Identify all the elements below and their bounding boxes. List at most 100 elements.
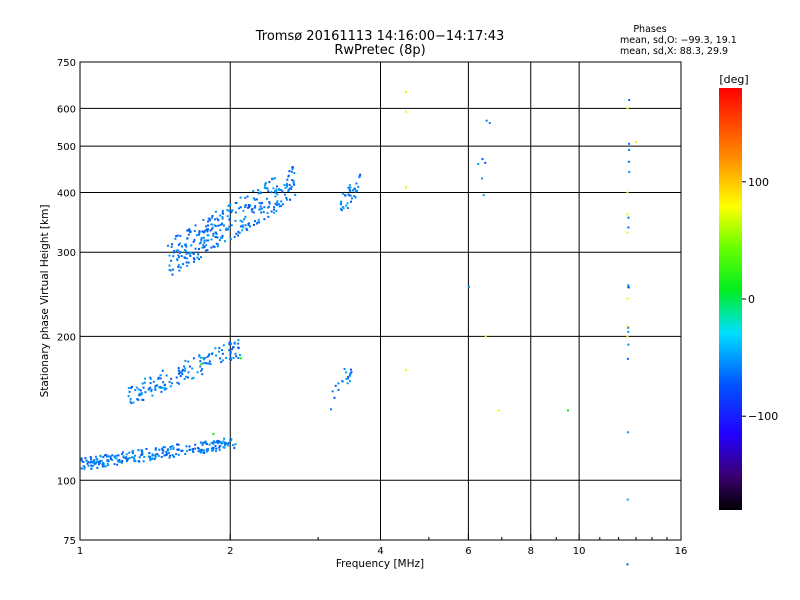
data-point: [340, 201, 343, 204]
data-point: [200, 369, 203, 372]
data-point: [185, 445, 188, 448]
data-point: [252, 211, 255, 214]
data-point: [331, 390, 334, 393]
data-point: [181, 449, 184, 452]
data-point: [147, 455, 150, 458]
data-point: [237, 234, 240, 237]
data-point: [347, 375, 350, 378]
data-point: [286, 178, 289, 181]
data-point: [228, 343, 231, 346]
data-point: [179, 250, 182, 253]
data-point: [215, 232, 218, 235]
data-point: [276, 201, 279, 204]
data-point: [187, 360, 190, 363]
data-point: [204, 229, 207, 232]
data-point: [154, 449, 157, 452]
data-point: [183, 377, 186, 380]
data-point: [184, 367, 187, 370]
data-point: [345, 204, 348, 207]
data-point: [177, 265, 180, 268]
data-point: [177, 264, 180, 267]
data-point: [147, 387, 150, 390]
data-point: [176, 381, 179, 384]
data-point: [158, 386, 161, 389]
data-point: [628, 99, 631, 102]
data-point: [205, 239, 208, 242]
data-point: [185, 252, 188, 255]
data-point: [115, 454, 118, 457]
data-point: [212, 232, 215, 235]
data-point: [161, 448, 164, 451]
data-point: [149, 457, 152, 460]
stats-x-line: mean, sd,X: 88.3, 29.9: [620, 46, 728, 57]
data-point: [129, 400, 132, 403]
data-point: [210, 238, 213, 241]
data-point: [355, 182, 358, 185]
data-point: [274, 202, 277, 205]
data-point: [171, 273, 174, 276]
data-point: [217, 439, 220, 442]
data-point: [91, 461, 94, 464]
data-point: [179, 251, 182, 254]
data-point: [247, 205, 250, 208]
data-point: [349, 372, 352, 375]
data-point: [213, 224, 216, 227]
data-point: [245, 228, 248, 231]
data-point: [125, 453, 128, 456]
data-point: [192, 253, 195, 256]
colorbar: [719, 88, 742, 510]
data-point: [90, 467, 93, 470]
data-point: [194, 443, 197, 446]
data-point: [226, 208, 229, 211]
data-point: [209, 219, 212, 222]
data-point: [201, 443, 204, 446]
data-point: [344, 194, 347, 197]
data-point: [152, 380, 155, 383]
data-point: [207, 234, 210, 237]
data-point: [291, 179, 294, 182]
data-point: [83, 466, 86, 469]
data-point: [171, 445, 174, 448]
data-point: [484, 161, 487, 164]
data-point: [142, 386, 145, 389]
data-point: [284, 186, 287, 189]
data-point: [141, 398, 144, 401]
data-point: [186, 229, 189, 232]
data-point: [154, 385, 157, 388]
data-point: [180, 245, 183, 248]
data-point: [163, 383, 166, 386]
data-point: [227, 228, 230, 231]
data-point: [202, 451, 205, 454]
data-point: [405, 186, 408, 189]
data-point: [628, 148, 631, 151]
data-point: [80, 467, 83, 470]
data-point: [349, 186, 352, 189]
data-point: [239, 357, 242, 360]
x-tick-label: 4: [377, 546, 383, 557]
data-point: [140, 392, 143, 395]
data-point: [106, 463, 109, 466]
data-point: [291, 167, 294, 170]
data-point: [133, 458, 136, 461]
data-point: [257, 192, 260, 195]
data-point: [212, 234, 215, 237]
stats-o-line: mean, sd,O: −99.3, 19.1: [620, 35, 737, 46]
data-point: [215, 354, 218, 357]
data-point: [258, 201, 261, 204]
data-point: [228, 225, 231, 228]
data-point: [275, 209, 278, 212]
data-point: [116, 463, 119, 466]
y-tick-label: 400: [57, 188, 76, 199]
data-point: [193, 229, 196, 232]
data-point: [405, 110, 408, 113]
data-point: [158, 448, 161, 451]
data-point: [162, 381, 165, 384]
data-point: [267, 215, 270, 218]
data-point: [161, 369, 164, 372]
data-point: [150, 457, 153, 460]
data-point: [244, 224, 247, 227]
data-point: [237, 339, 240, 342]
data-point: [266, 187, 269, 190]
data-point: [169, 446, 172, 449]
data-point: [192, 450, 195, 453]
